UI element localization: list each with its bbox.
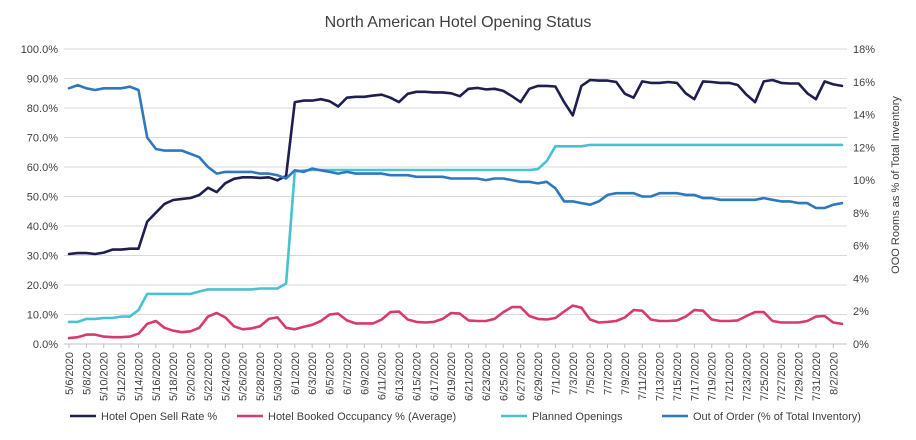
- x-axis-tick-label: 5/16/2020: [151, 352, 163, 401]
- x-axis-tick-label: 5/24/2020: [220, 352, 232, 401]
- left-axis-tick-label: 100.0%: [21, 44, 59, 56]
- left-axis-tick-label: 0.0%: [33, 339, 58, 351]
- legend: Hotel Open Sell Rate % Hotel Booked Occup…: [70, 411, 861, 423]
- right-axis-tick-label: 18%: [853, 44, 875, 56]
- legend-label: Out of Order (% of Total Inventory): [693, 411, 861, 423]
- left-axis-tick-label: 70.0%: [27, 133, 58, 145]
- x-axis-tick-label: 6/11/2020: [377, 352, 389, 400]
- right-axis-tick-label: 0%: [853, 339, 869, 351]
- right-axis-tick-label: 8%: [853, 208, 869, 220]
- x-axis-tick-label: 7/11/2020: [637, 352, 649, 400]
- left-axis-tick-label: 80.0%: [27, 103, 58, 115]
- x-axis-tick-label: 6/21/2020: [464, 352, 476, 401]
- x-axis-tick-label: 5/26/2020: [238, 352, 250, 401]
- x-axis-tick-label: 7/9/2020: [620, 352, 632, 395]
- x-axis-tick-label: 7/3/2020: [568, 352, 580, 395]
- legend-label: Hotel Booked Occupancy % (Average): [268, 411, 456, 423]
- x-axis-tick-label: 6/25/2020: [498, 352, 510, 401]
- x-axis-tick-label: 7/29/2020: [794, 352, 806, 401]
- left-axis-tick-label: 10.0%: [27, 310, 58, 322]
- left-axis-tick-label: 60.0%: [27, 162, 58, 174]
- x-axis-tick-label: 5/10/2020: [99, 352, 111, 401]
- right-axis-tick-label: 10%: [853, 175, 875, 187]
- x-axis-tick-label: 5/6/2020: [64, 352, 76, 395]
- x-axis-tick-label: 6/29/2020: [533, 352, 545, 401]
- x-axis-tick-label: 6/13/2020: [394, 352, 406, 401]
- left-axis-tick-label: 50.0%: [27, 192, 58, 204]
- series-line-1: [67, 78, 844, 256]
- left-axis-tick-label: 20.0%: [27, 280, 58, 292]
- x-axis-tick-label: 7/15/2020: [672, 352, 684, 401]
- axes: 0.0% 10.0% 20.0% 30.0% 40.0% 50.0% 60.0% 70.0% 8…: [21, 44, 876, 401]
- x-axis-tick-label: 6/7/2020: [342, 352, 354, 395]
- x-axis-tick-label: 5/30/2020: [272, 352, 284, 401]
- x-axis-tick-label: 7/7/2020: [602, 352, 614, 395]
- x-axis-tick-label: 7/5/2020: [585, 352, 597, 395]
- x-axis-tick-label: 8/2/2020: [828, 352, 840, 395]
- x-axis-tick-label: 5/12/2020: [116, 352, 128, 401]
- series-line-2: [67, 304, 844, 340]
- right-axis-tick-label: 14%: [853, 110, 875, 122]
- left-axis-tick-label: 30.0%: [27, 251, 58, 263]
- x-axis-tick-label: 7/13/2020: [655, 352, 667, 401]
- x-axis-tick-label: 6/3/2020: [307, 352, 319, 395]
- right-axis-title: OOO Rooms as % of Total Inventory: [890, 96, 902, 274]
- x-axis-tick-label: 6/1/2020: [290, 352, 302, 395]
- x-axis-tick-label: 6/15/2020: [411, 352, 423, 401]
- x-axis-tick-label: 5/28/2020: [255, 352, 267, 401]
- chart-title: North American Hotel Opening Status: [325, 14, 592, 31]
- x-axis-tick-label: 5/8/2020: [81, 352, 93, 395]
- x-axis-tick-label: 7/21/2020: [724, 352, 736, 401]
- x-axis-tick-label: 5/18/2020: [168, 352, 180, 401]
- legend-label: Hotel Open Sell Rate %: [101, 411, 217, 423]
- x-axis-tick-label: 7/23/2020: [741, 352, 753, 401]
- x-axis-tick-label: 7/31/2020: [811, 352, 823, 401]
- x-axis-tick-label: 5/14/2020: [133, 352, 145, 401]
- x-axis-tick-label: 6/23/2020: [481, 352, 493, 401]
- x-axis-tick-label: 5/22/2020: [203, 352, 215, 401]
- legend-label: Planned Openings: [532, 411, 623, 423]
- x-axis-tick-label: 7/17/2020: [689, 352, 701, 401]
- x-axis-tick-label: 5/20/2020: [186, 352, 198, 401]
- x-axis-tick-label: 6/17/2020: [429, 352, 441, 401]
- series-lines: [67, 78, 844, 340]
- right-axis-tick-label: 2%: [853, 306, 869, 318]
- series-line-3: [67, 143, 844, 324]
- x-axis-tick-label: 7/1/2020: [550, 352, 562, 395]
- x-axis-tick-label: 7/27/2020: [776, 352, 788, 401]
- x-axis-tick-label: 6/27/2020: [516, 352, 528, 401]
- x-axis-tick-label: 6/9/2020: [359, 352, 371, 395]
- x-axis-tick-label: 7/19/2020: [707, 352, 719, 401]
- right-axis-tick-label: 16%: [853, 77, 875, 89]
- x-axis-tick-label: 6/19/2020: [446, 352, 458, 401]
- x-axis-tick-label: 6/5/2020: [325, 352, 337, 395]
- x-axis-tick-label: 7/25/2020: [759, 352, 771, 401]
- right-axis-tick-label: 4%: [853, 273, 869, 285]
- left-axis-tick-label: 40.0%: [27, 221, 58, 233]
- right-axis-tick-label: 6%: [853, 241, 869, 253]
- series-line-4: [67, 83, 844, 210]
- right-axis-tick-label: 12%: [853, 142, 875, 154]
- left-axis-tick-label: 90.0%: [27, 74, 58, 86]
